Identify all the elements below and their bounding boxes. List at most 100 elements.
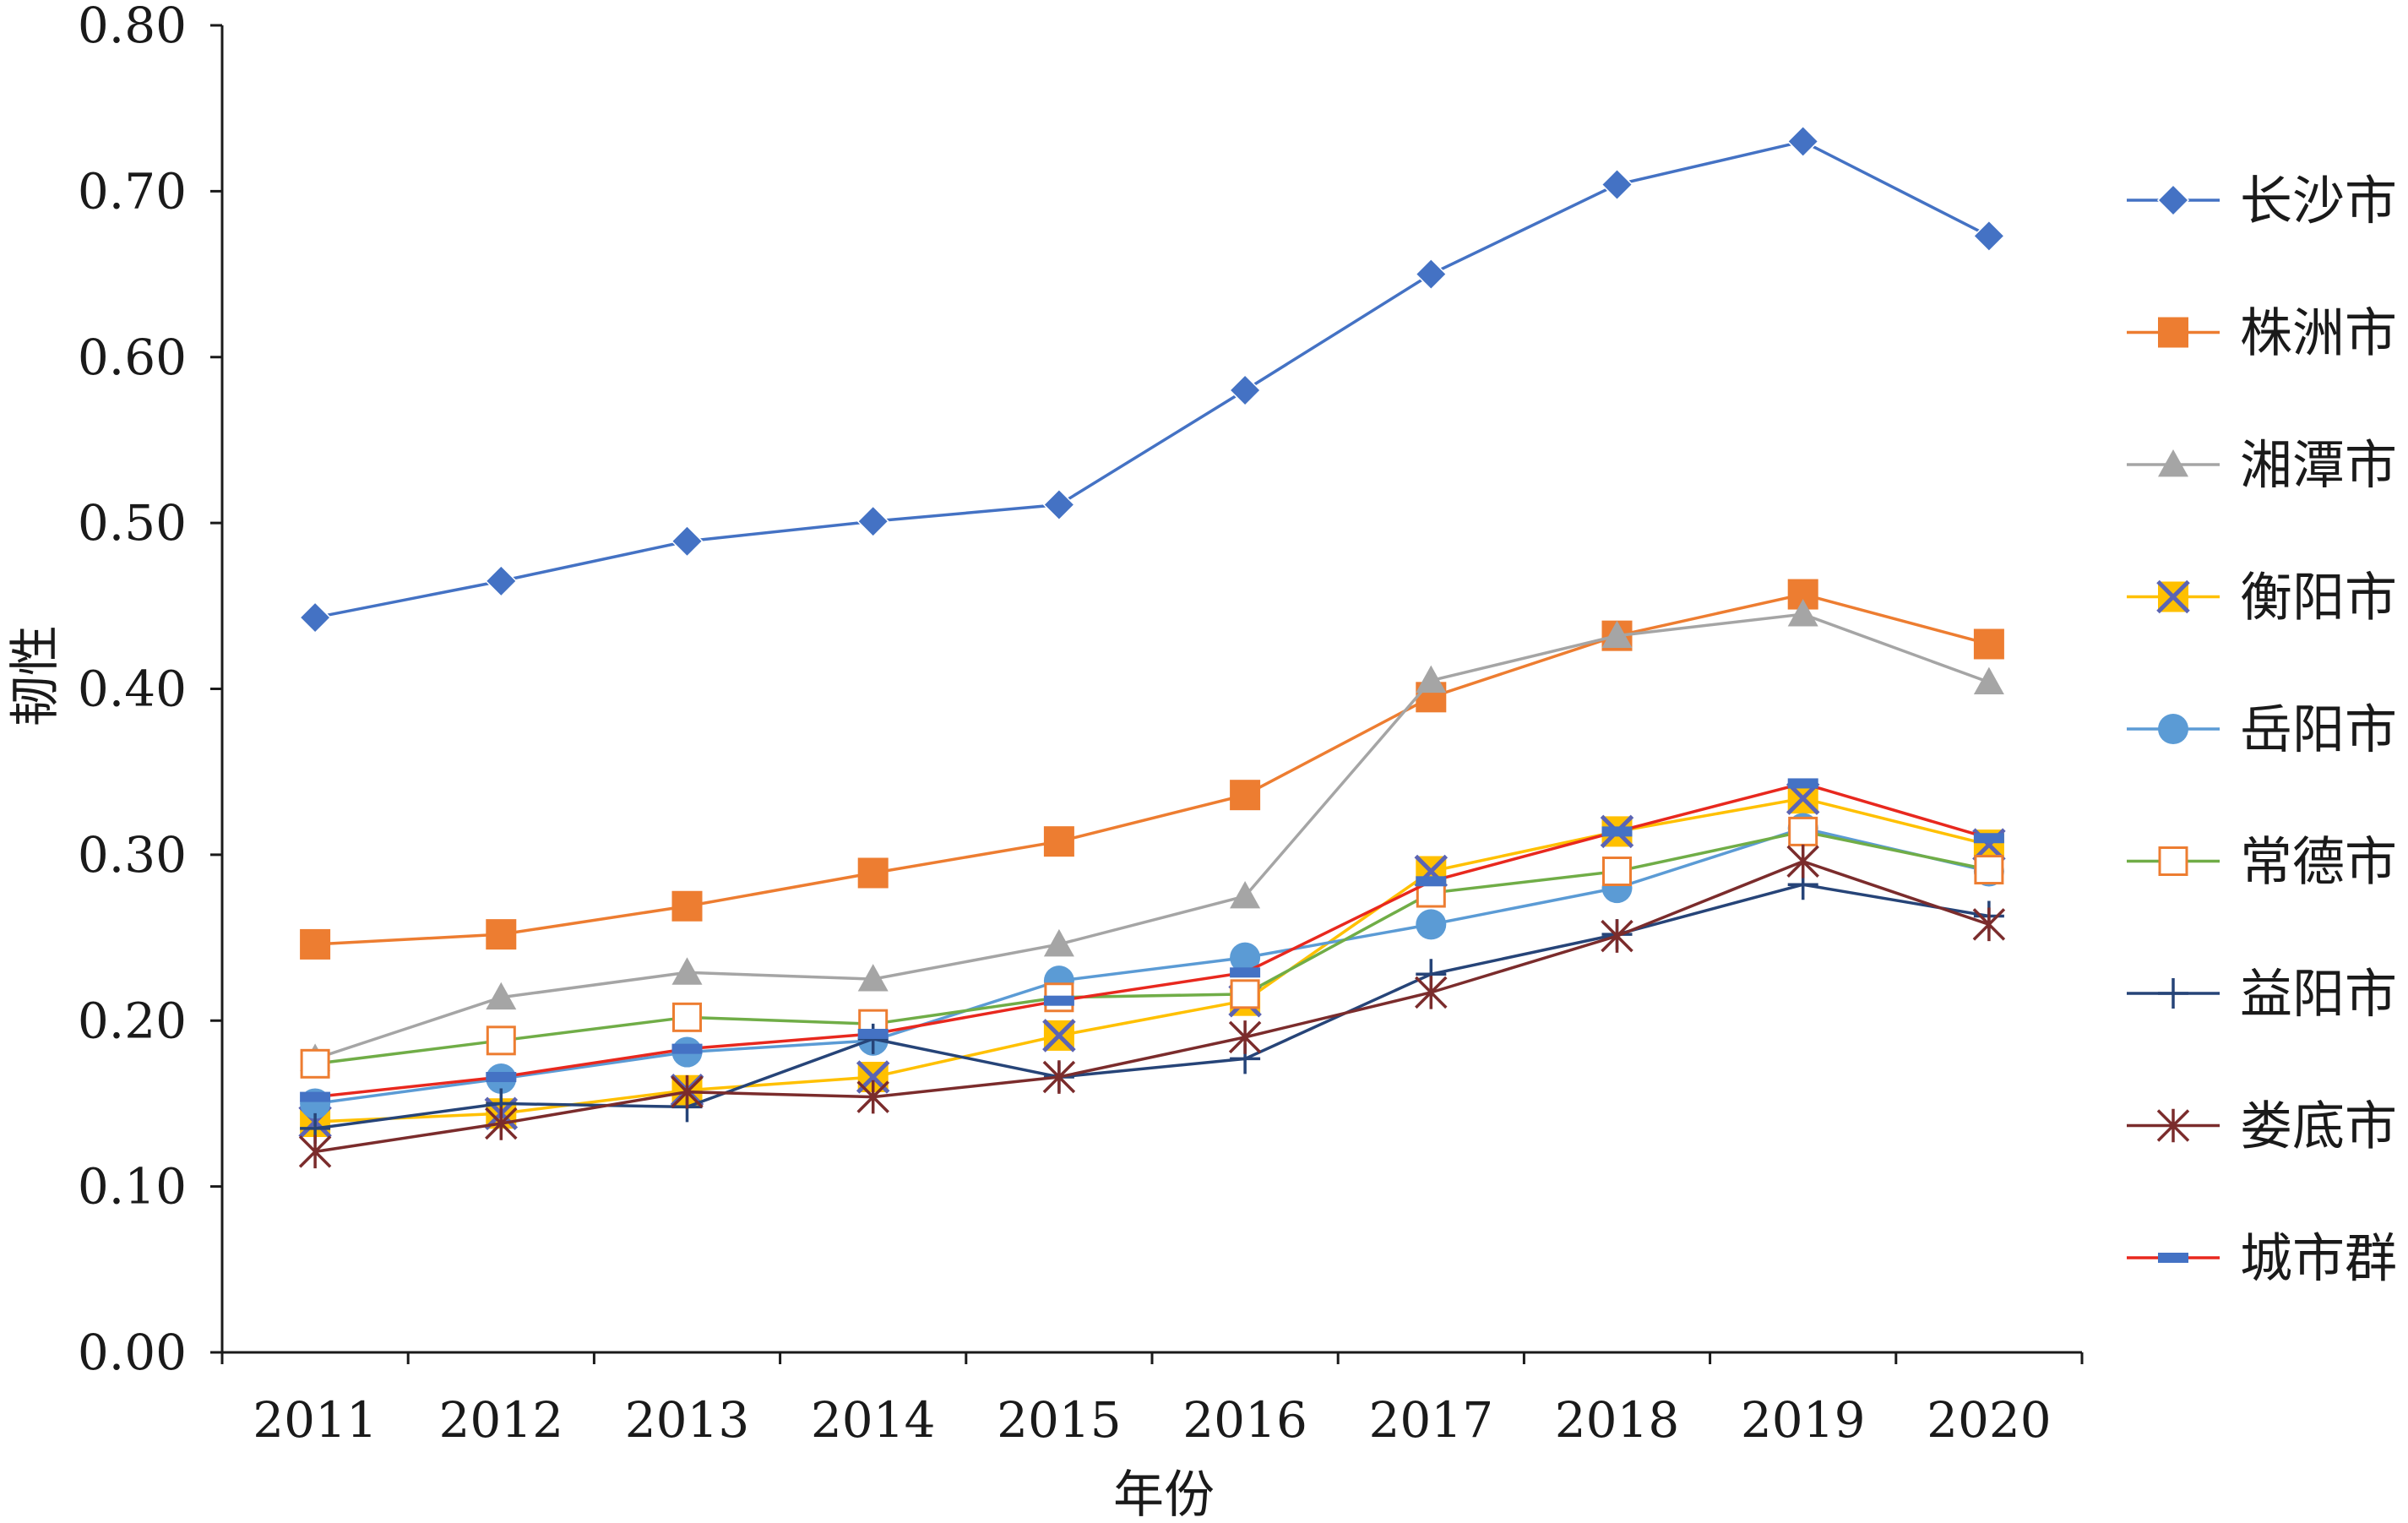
data-point [485, 1107, 518, 1140]
legend-item: 长沙市 [2127, 170, 2397, 231]
data-point [1973, 628, 2004, 660]
series-5 [300, 813, 2004, 1119]
marker-cross [2156, 579, 2190, 614]
data-point [1786, 125, 1819, 158]
legend-label: 娄底市 [2240, 1096, 2397, 1157]
series-7 [300, 869, 2004, 1144]
data-point [1416, 909, 1447, 940]
data-point [857, 964, 889, 992]
y-axis-title: 韧性 [6, 625, 65, 726]
data-point [1042, 1060, 1076, 1094]
legend-item: 株洲市 [2127, 302, 2397, 364]
data-point [671, 1043, 703, 1054]
series-line [314, 829, 1990, 1066]
data-point [1787, 778, 1818, 789]
data-point [1230, 780, 1261, 811]
data-point [1042, 1019, 1076, 1053]
series-line [314, 612, 1990, 1061]
data-point [1973, 833, 2004, 844]
legend-label: 城市群 [2240, 1227, 2397, 1289]
series-4 [298, 781, 2006, 1139]
x-tick-label: 2018 [1555, 1391, 1680, 1449]
data-point [1602, 857, 1632, 887]
data-point [300, 928, 331, 960]
legend-item: 娄底市 [2127, 1096, 2397, 1157]
data-point [300, 1091, 331, 1102]
data-point [1230, 967, 1261, 978]
x-tick-label: 2013 [625, 1391, 750, 1449]
data-point [1787, 599, 1818, 627]
x-axis-title: 年份 [1113, 1466, 1215, 1523]
data-point [671, 890, 703, 922]
legend-label: 湘潭市 [2240, 434, 2397, 496]
series-2 [300, 579, 2004, 960]
data-point [1601, 620, 1633, 649]
data-point [1415, 258, 1448, 291]
y-tick-label: 0.50 [78, 494, 187, 552]
data-point [671, 525, 704, 558]
data-point [1229, 373, 1262, 407]
legend-label: 岳阳市 [2240, 699, 2397, 760]
data-point [1972, 907, 2006, 942]
data-point [1601, 168, 1633, 201]
x-tick-label: 2017 [1368, 1391, 1493, 1449]
data-point [1416, 665, 1447, 694]
y-tick-label: 0.80 [78, 0, 187, 54]
data-point [486, 919, 517, 950]
series-line [315, 592, 1990, 946]
data-point [857, 1028, 889, 1039]
legend-item: 岳阳市 [2127, 699, 2397, 760]
data-point [1974, 855, 2004, 885]
legend-item: 常德市 [2127, 831, 2397, 893]
data-point [298, 1134, 332, 1169]
data-point [671, 1074, 704, 1109]
data-point [1230, 880, 1261, 909]
data-point [1601, 826, 1633, 837]
data-point [1415, 976, 1448, 1009]
data-point [1042, 488, 1075, 521]
legend-marker [2156, 579, 2190, 614]
y-tick-label: 0.00 [78, 1324, 187, 1381]
data-point [1416, 876, 1447, 887]
legend-label: 衡阳市 [2240, 567, 2397, 628]
x-tick-label: 2015 [997, 1391, 1122, 1449]
series-line [315, 797, 1990, 1123]
data-point [485, 564, 518, 597]
legend-item: 湘潭市 [2127, 434, 2397, 496]
series-line [314, 139, 1990, 619]
series-line [314, 859, 1990, 1154]
x-tick-label: 2020 [1927, 1391, 2052, 1449]
data-point [1786, 844, 1819, 878]
legend-marker [2156, 183, 2190, 217]
series-8 [298, 844, 2006, 1169]
series-6 [300, 816, 2004, 1079]
data-point [856, 505, 889, 538]
x-tick-label: 2012 [438, 1391, 563, 1449]
y-tick-label: 0.10 [78, 1158, 187, 1216]
data-point [672, 1002, 702, 1032]
data-point [1228, 1020, 1262, 1054]
y-tick-label: 0.60 [78, 329, 187, 386]
data-point [1043, 995, 1074, 1006]
series-9 [300, 778, 2004, 1102]
legend-marker [2158, 846, 2188, 876]
x-tick-label: 2016 [1182, 1391, 1307, 1449]
series-1 [299, 125, 2005, 634]
legend-marker [2158, 1253, 2188, 1263]
data-point [671, 957, 703, 985]
x-axis-ticks: 2011 2012 2013 2014 2015 2016 2017 2018 2019 2020 [220, 1352, 2084, 1449]
y-tick-label: 0.20 [78, 992, 187, 1049]
legend-label: 株洲市 [2240, 302, 2397, 364]
data-point [1230, 942, 1261, 973]
series-layer [298, 125, 2006, 1169]
x-tick-label: 2014 [811, 1391, 936, 1449]
legend-marker [2156, 1108, 2190, 1143]
y-axis-ticks: 0.00 0.10 0.20 0.30 0.40 0.50 0.60 0.70 0.80 [78, 0, 222, 1381]
series-line [314, 883, 1990, 1130]
data-point [856, 1080, 889, 1114]
legend-marker [2158, 978, 2188, 1009]
legend-marker [2158, 317, 2188, 348]
x-tick-label: 2011 [253, 1391, 378, 1449]
data-point [486, 1072, 517, 1083]
